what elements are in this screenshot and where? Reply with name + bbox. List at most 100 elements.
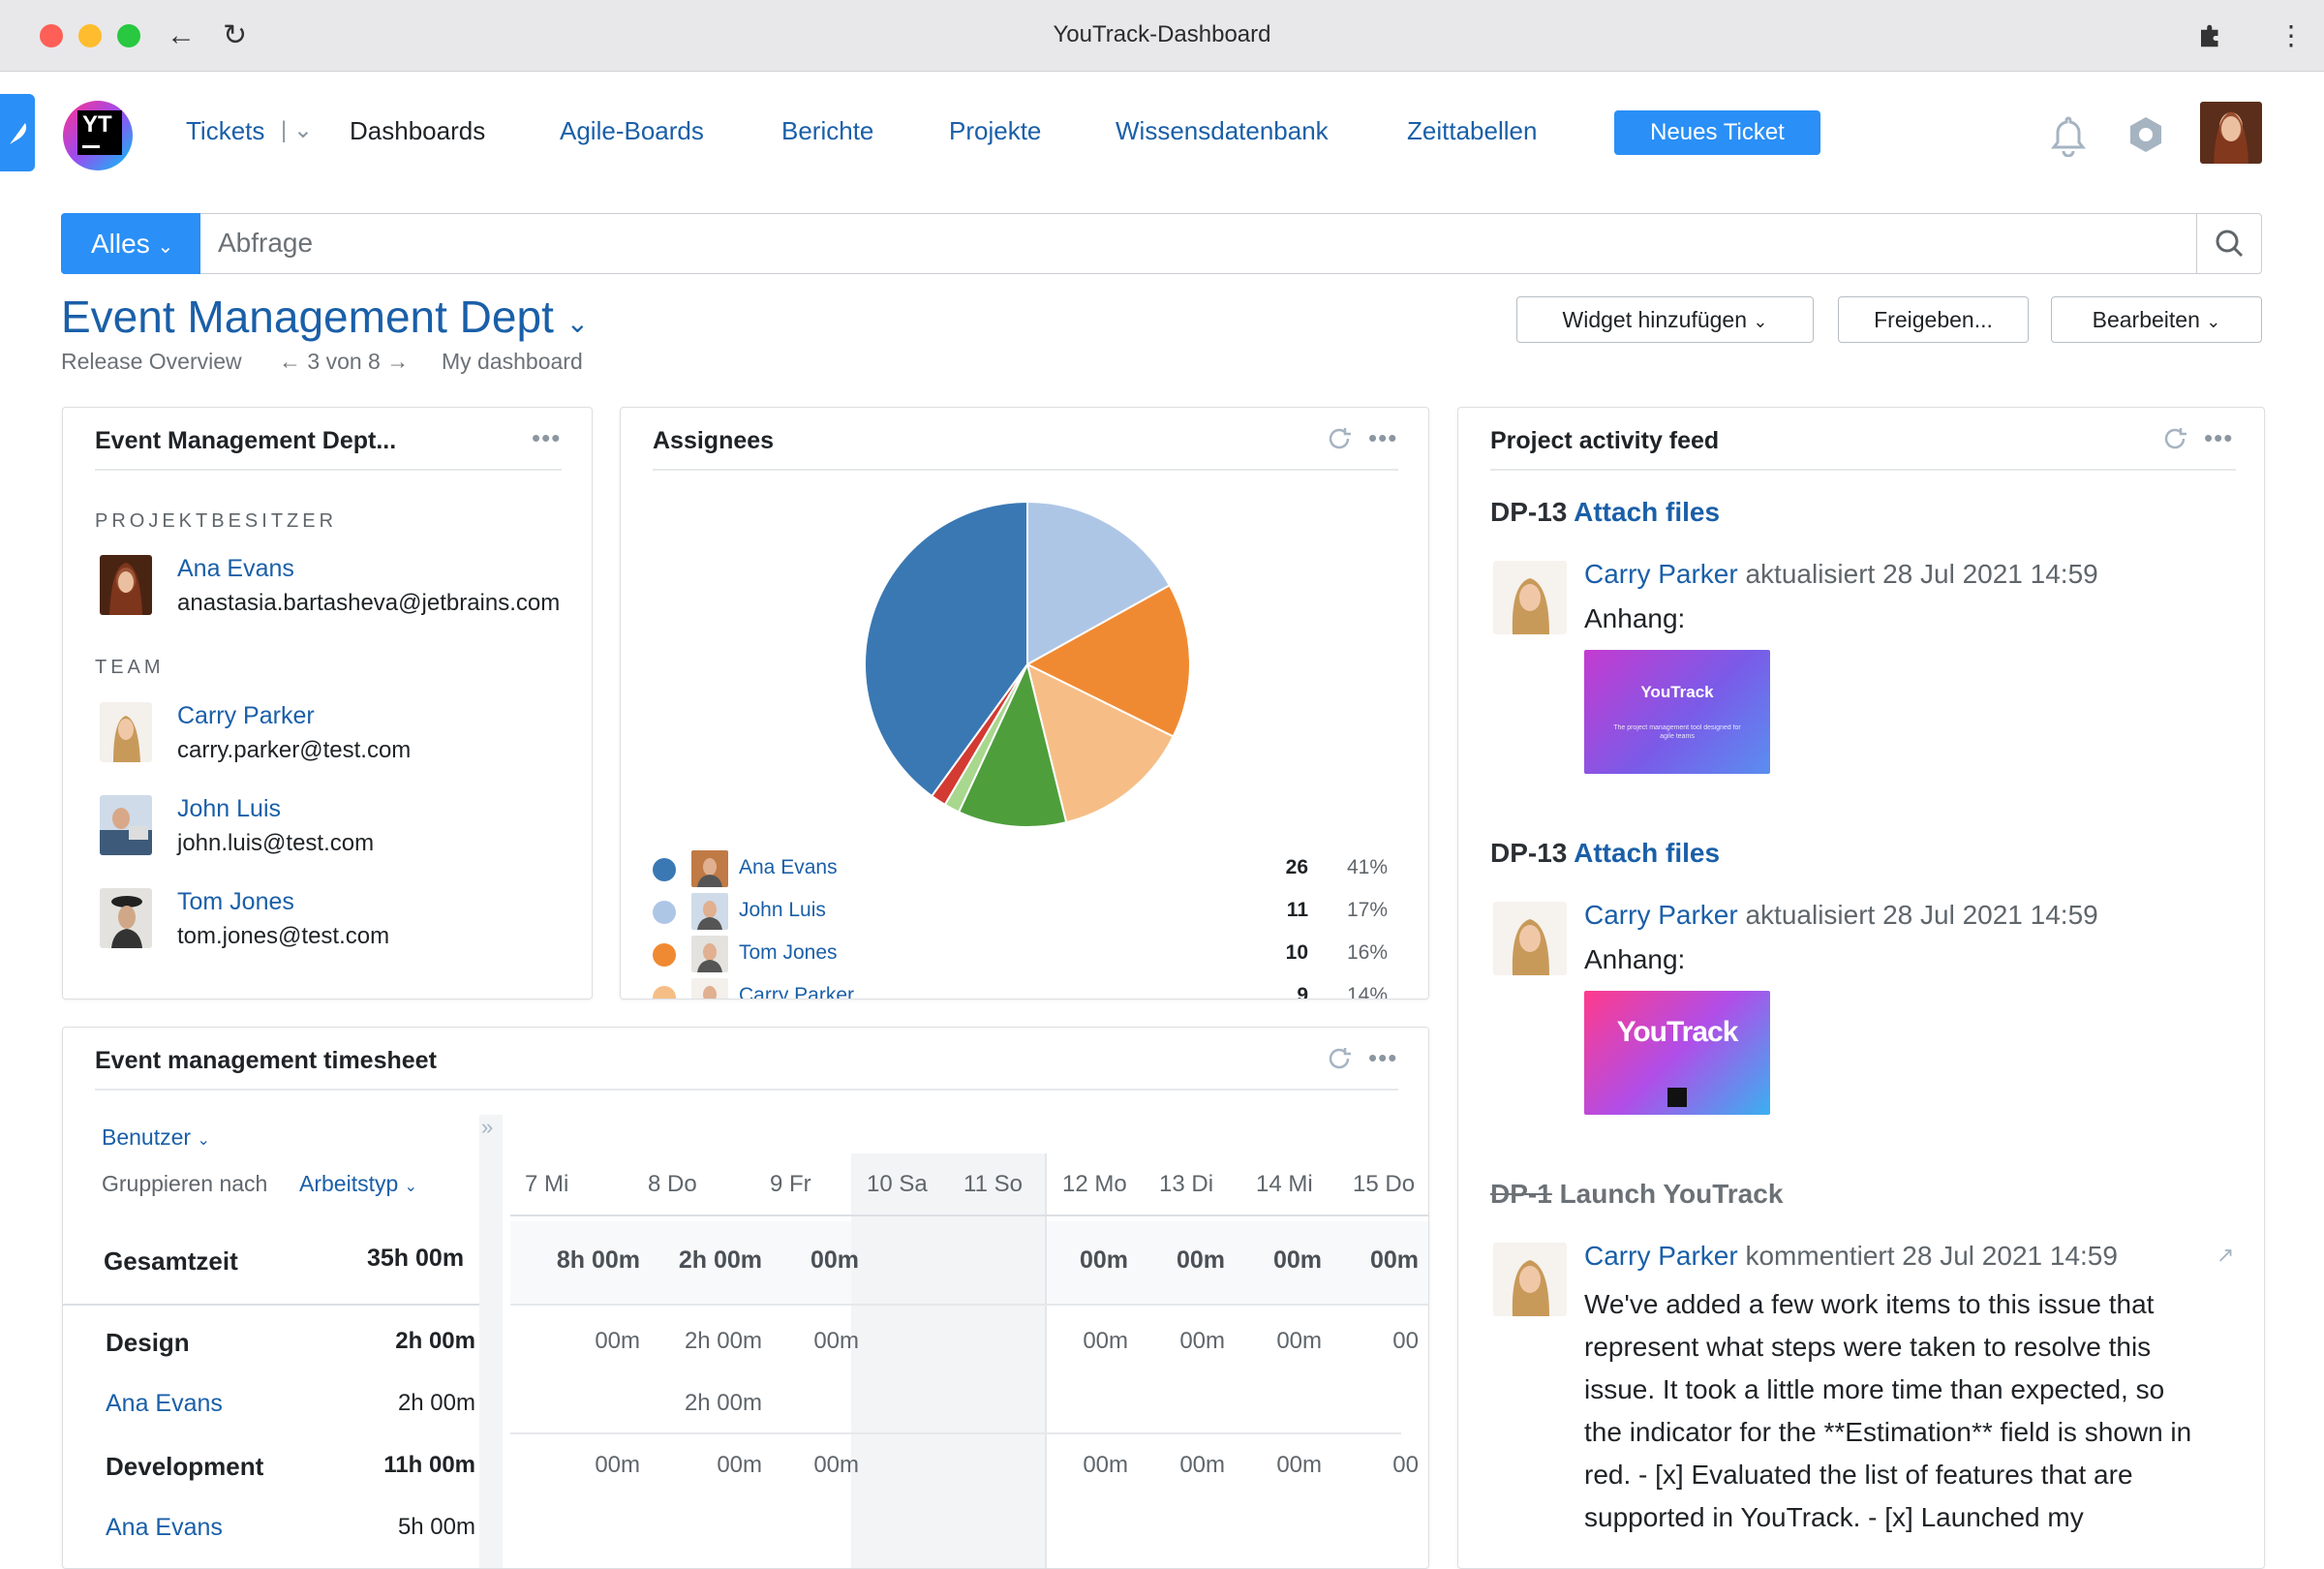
nav-dashboards[interactable]: Dashboards: [350, 116, 486, 145]
widget-menu-icon[interactable]: •••: [1368, 1043, 1398, 1072]
time-cell[interactable]: 00m: [1179, 1328, 1225, 1354]
group-by-dropdown[interactable]: Arbeitstyp ⌄: [299, 1171, 418, 1196]
nav-agile-boards[interactable]: Agile-Boards: [560, 116, 704, 145]
time-cell[interactable]: 00m: [1083, 1452, 1128, 1478]
pie-slice[interactable]: [1025, 662, 1175, 824]
legend-row[interactable]: Ana Evans 26 41%: [621, 848, 1428, 891]
assignees-pie-chart: [864, 500, 1191, 828]
total-cell: 00m: [1369, 1246, 1419, 1274]
legend-percent: 14%: [1346, 984, 1388, 1000]
team-member-name-link[interactable]: Tom Jones: [177, 888, 294, 915]
settings-gear-icon[interactable]: [2125, 114, 2166, 155]
notification-bell-icon[interactable]: [2051, 114, 2086, 157]
feed-issue-title[interactable]: DP-13 Attach files: [1490, 838, 1721, 868]
refresh-icon[interactable]: [2161, 425, 2188, 452]
time-cell[interactable]: 00m: [717, 1452, 762, 1478]
widget-title: Assignees: [653, 427, 775, 454]
legend-row[interactable]: Carry Parker 9 14%: [621, 976, 1428, 1000]
dashboard-title[interactable]: Event Management Dept ⌄: [61, 292, 590, 342]
total-value: 35h 00m: [367, 1245, 465, 1272]
team-member-email: john.luis@test.com: [177, 830, 375, 856]
avatar: [100, 702, 152, 762]
nav-projekte[interactable]: Projekte: [949, 116, 1042, 145]
attachment-label: Anhang:: [1584, 603, 1686, 633]
widget-menu-icon[interactable]: •••: [1368, 423, 1398, 452]
time-cell[interactable]: 2h 00m: [684, 1328, 762, 1354]
owner-name-link[interactable]: Ana Evans: [177, 555, 294, 582]
total-cell: 00m: [1079, 1246, 1128, 1274]
time-cell[interactable]: 00m: [813, 1452, 859, 1478]
time-cell[interactable]: 00: [1392, 1452, 1419, 1478]
team-member-name-link[interactable]: Carry Parker: [177, 702, 315, 729]
collapse-panel-handle[interactable]: »: [479, 1115, 503, 1568]
day-header: 8 Do: [648, 1171, 697, 1197]
pie-slice[interactable]: [864, 500, 1028, 798]
youtrack-logo[interactable]: YT: [61, 95, 140, 174]
open-link-arrow-icon[interactable]: ↗: [2217, 1243, 2235, 1267]
nav-wissensdatenbank[interactable]: Wissensdatenbank: [1116, 116, 1329, 145]
widget-menu-icon[interactable]: •••: [2204, 423, 2234, 452]
day-header: 15 Do: [1353, 1171, 1416, 1197]
nav-tickets[interactable]: Tickets: [186, 116, 265, 145]
search-button[interactable]: [2196, 214, 2261, 273]
author-link[interactable]: Carry Parker: [1584, 900, 1738, 930]
time-cell[interactable]: 00m: [1179, 1452, 1225, 1478]
new-ticket-button[interactable]: Neues Ticket: [1614, 110, 1820, 155]
legend-name-link[interactable]: Carry Parker: [739, 984, 855, 1000]
feed-issue-title[interactable]: DP-1 Launch YouTrack: [1490, 1179, 1784, 1209]
legend-name-link[interactable]: Ana Evans: [739, 856, 838, 878]
nav-berichte[interactable]: Berichte: [781, 116, 874, 145]
breadcrumb-prev-dashboard[interactable]: Release Overview: [61, 349, 242, 374]
zoom-window-button[interactable]: [117, 24, 140, 47]
feedback-tab[interactable]: [0, 94, 35, 171]
team-member-name-link[interactable]: John Luis: [177, 795, 282, 822]
user-filter-dropdown[interactable]: Benutzer ⌄: [102, 1124, 210, 1150]
time-cell[interactable]: 00m: [595, 1328, 640, 1354]
feed-entry-header: Carry Parker aktualisiert 28 Jul 2021 14…: [1584, 900, 2098, 930]
minimize-window-button[interactable]: [78, 24, 102, 47]
refresh-icon[interactable]: [1326, 425, 1353, 452]
attachment-thumbnail[interactable]: YouTrack The project management tool des…: [1584, 650, 1770, 774]
time-cell[interactable]: 00: [1392, 1328, 1419, 1354]
legend-name-link[interactable]: John Luis: [739, 899, 826, 921]
browser-menu-icon[interactable]: ⋮: [2278, 20, 2305, 50]
owner-email: anastasia.bartasheva@jetbrains.com: [177, 590, 561, 616]
author-link[interactable]: Carry Parker: [1584, 559, 1738, 589]
refresh-icon[interactable]: [1326, 1045, 1353, 1072]
feed-issue-title[interactable]: DP-13 Attach files: [1490, 497, 1721, 527]
time-cell[interactable]: 00m: [1083, 1328, 1128, 1354]
user-avatar[interactable]: [2200, 102, 2262, 164]
pie-slice[interactable]: [957, 661, 1068, 828]
team-heading: TEAM: [95, 657, 165, 678]
time-cell[interactable]: 00m: [1276, 1452, 1322, 1478]
search-scope-dropdown[interactable]: Alles ⌄: [61, 213, 200, 274]
add-widget-button[interactable]: Widget hinzufügen ⌄: [1516, 296, 1814, 343]
back-arrow-icon[interactable]: ←: [167, 19, 196, 51]
search-input[interactable]: Abfrage: [218, 228, 314, 258]
time-cell[interactable]: 00m: [1276, 1328, 1322, 1354]
widget-menu-icon[interactable]: •••: [532, 423, 562, 452]
attachment-thumbnail[interactable]: YouTrack: [1584, 991, 1770, 1115]
legend-row[interactable]: John Luis 11 17%: [621, 891, 1428, 934]
avatar: [1493, 1243, 1567, 1316]
time-cell[interactable]: 2h 00m: [684, 1390, 762, 1416]
time-cell[interactable]: 00m: [595, 1452, 640, 1478]
feed-entry-header: Carry Parker kommentiert 28 Jul 2021 14:…: [1584, 1241, 2118, 1271]
nav-zeittabellen[interactable]: Zeittabellen: [1407, 116, 1538, 145]
time-cell[interactable]: 00m: [813, 1328, 859, 1354]
tickets-dropdown-icon[interactable]: | ⌄: [281, 117, 314, 143]
pie-slice[interactable]: [1024, 583, 1191, 738]
breadcrumb-next-dashboard[interactable]: My dashboard: [442, 349, 583, 374]
extensions-icon[interactable]: [2196, 21, 2225, 50]
legend-row[interactable]: Tom Jones 10 16%: [621, 934, 1428, 976]
user-link[interactable]: Ana Evans: [106, 1514, 223, 1541]
user-link[interactable]: Ana Evans: [106, 1390, 223, 1417]
author-link[interactable]: Carry Parker: [1584, 1241, 1738, 1271]
dashboard-pager[interactable]: ← 3 von 8 →: [279, 349, 410, 374]
share-button[interactable]: Freigeben...: [1838, 296, 2029, 343]
close-window-button[interactable]: [40, 24, 63, 47]
edit-button[interactable]: Bearbeiten ⌄: [2051, 296, 2262, 343]
legend-name-link[interactable]: Tom Jones: [739, 941, 838, 964]
reload-icon[interactable]: ↻: [223, 19, 248, 51]
pie-slice[interactable]: [1026, 500, 1172, 666]
